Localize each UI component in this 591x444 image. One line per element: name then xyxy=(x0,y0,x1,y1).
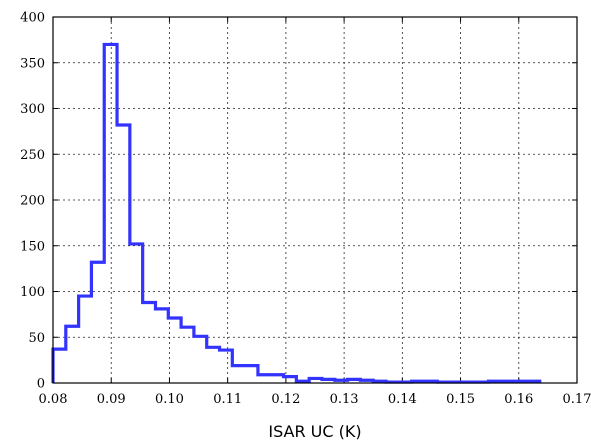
y-tick-label: 250 xyxy=(20,148,45,163)
x-tick-label: 0.11 xyxy=(213,392,242,407)
x-tick-label: 0.17 xyxy=(563,392,591,407)
y-tick-label: 400 xyxy=(20,11,45,26)
y-tick-label: 100 xyxy=(20,285,45,300)
histogram-series-line xyxy=(51,42,542,384)
x-tick-labels: 0.08 0.09 0.10 0.11 0.12 0.13 0.14 0.15 0.16 0.17 xyxy=(39,392,591,407)
y-tick-label: 350 xyxy=(20,56,45,71)
y-tick-label: 0 xyxy=(37,377,45,392)
plot-frame xyxy=(52,16,578,384)
y-tick-labels: 0 50 100 150 200 250 300 350 400 xyxy=(20,11,45,392)
x-axis-label: ISAR UC (K) xyxy=(268,422,361,441)
y-tick-label: 200 xyxy=(20,194,45,209)
x-tick-label: 0.10 xyxy=(155,392,184,407)
x-tick-label: 0.12 xyxy=(271,392,300,407)
x-tick-label: 0.15 xyxy=(446,392,475,407)
grid-lines xyxy=(53,17,577,383)
x-tick-label: 0.09 xyxy=(97,392,126,407)
y-tick-label: 150 xyxy=(20,239,45,254)
y-tick-label: 300 xyxy=(20,102,45,117)
y-tick-label: 50 xyxy=(28,331,45,346)
x-tick-label: 0.13 xyxy=(330,392,359,407)
x-tick-label: 0.14 xyxy=(388,392,417,407)
x-tick-label: 0.08 xyxy=(39,392,68,407)
x-tick-label: 0.16 xyxy=(504,392,533,407)
